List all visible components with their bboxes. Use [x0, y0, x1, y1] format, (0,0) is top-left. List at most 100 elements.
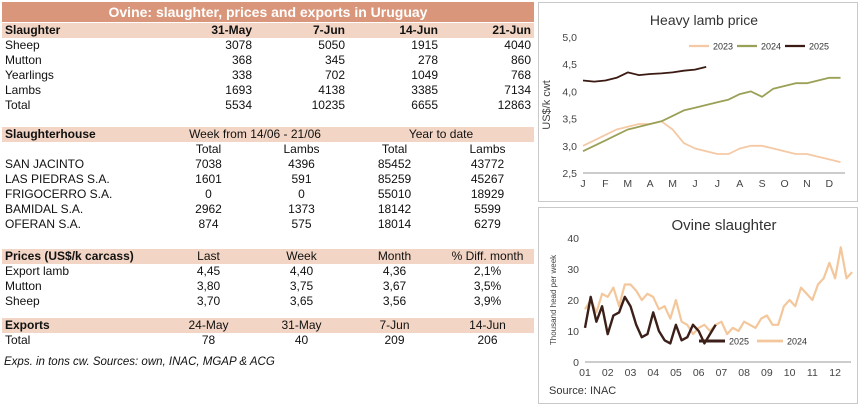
cell: 206 — [477, 333, 498, 347]
cell: 78 — [201, 333, 216, 347]
cell: 1373 — [288, 202, 315, 216]
x-tick-label: M — [623, 178, 632, 190]
cell: 3,65 — [289, 294, 314, 308]
cell: 3,56 — [382, 294, 407, 308]
ovine-slaughter-chart: Ovine slaughter 0 10 20 30 40 01 02 03 04 05 06 07 08… — [538, 207, 858, 404]
col-header: 31-May — [162, 23, 255, 38]
cell: 7134 — [504, 83, 531, 97]
cell: 2962 — [195, 202, 222, 216]
row-label: Sheep — [5, 38, 40, 52]
ovine-slaughter-svg: Ovine slaughter 0 10 20 30 40 01 02 03 04 05 06 07 08… — [549, 217, 853, 397]
y-axis-label: Thousand head per week — [549, 254, 558, 345]
row-label: Yearlings — [5, 68, 54, 82]
x-tick-label: D — [826, 178, 834, 190]
sub-header-row: Total Lambs Total Lambs — [2, 142, 534, 157]
cell: 18142 — [377, 202, 412, 216]
exports-table: Exports 24-May 31-May 7-Jun 14-Jun Total… — [2, 318, 534, 348]
cell: 1601 — [195, 172, 222, 186]
y-tick-label: 4,5 — [562, 59, 577, 71]
cell: 278 — [417, 53, 438, 67]
x-tick-label: F — [602, 178, 608, 190]
cell: 1915 — [411, 38, 438, 52]
y-tick-label: 2,5 — [562, 168, 577, 180]
col-header: Lambs — [469, 142, 506, 156]
table-row: Mutton 368 345 278 860 — [2, 53, 534, 68]
cell: 43772 — [470, 157, 505, 171]
cell: 368 — [231, 53, 252, 67]
slaughterhouse-table: Slaughterhouse Week from 14/06 - 21/06 Y… — [2, 127, 534, 232]
cell: 10235 — [311, 98, 345, 112]
row-label: Lambs — [5, 83, 42, 97]
exports-header: Exports — [2, 318, 162, 333]
x-tick-label: S — [759, 178, 766, 190]
table-row: Total 78 40 209 206 — [2, 333, 534, 348]
y-tick-label: 4,0 — [562, 86, 577, 98]
slaughter-table: Slaughter 31-May 7-Jun 14-Jun 21-Jun She… — [2, 23, 534, 113]
cell: 18929 — [470, 187, 505, 201]
row-label: SAN JACINTO — [5, 157, 85, 171]
table-row: Export lamb 4,45 4,40 4,36 2,1% — [2, 264, 534, 279]
heavy-lamb-price-svg: Heavy lamb price 2,5 3,0 3,5 4,0 4,5 5,0 J F M A M J… — [541, 12, 845, 190]
row-label: Export lamb — [5, 264, 70, 278]
col-header: 14-Jun — [441, 318, 534, 333]
cell: 85452 — [377, 157, 412, 171]
cell: 3,5% — [473, 279, 502, 293]
cell: 5534 — [225, 98, 252, 112]
cell: 6655 — [411, 98, 438, 112]
cell: 40 — [294, 333, 309, 347]
cell: 874 — [198, 217, 219, 231]
y-tick-label: 10 — [567, 326, 579, 338]
x-tick-label: J — [715, 178, 720, 190]
summary-tables: Ovine: slaughter, prices and exports in … — [2, 2, 534, 368]
footnote: Exps. in tons cw. Sources: own, INAC, MG… — [4, 356, 275, 368]
col-header: Month — [348, 249, 441, 264]
row-label: Mutton — [5, 53, 42, 67]
row-label: LAS PIEDRAS S.A. — [5, 172, 110, 186]
y-tick-label: 3,5 — [562, 114, 577, 126]
col-header: Total — [381, 142, 408, 156]
table-row: Sheep 3078 5050 1915 4040 — [2, 38, 534, 53]
cell: 85259 — [377, 172, 412, 186]
cell: 3,75 — [289, 279, 314, 293]
cell: 3385 — [411, 83, 438, 97]
x-tick-label: 04 — [647, 367, 659, 379]
cell: 338 — [231, 68, 252, 82]
cell: 702 — [324, 68, 345, 82]
cell: 860 — [510, 53, 531, 67]
row-label: Mutton — [5, 279, 42, 293]
x-tick-label: A — [736, 178, 743, 190]
exports-header-row: Exports 24-May 31-May 7-Jun 14-Jun — [2, 318, 534, 333]
slaughter-header-row: Slaughter 31-May 7-Jun 14-Jun 21-Jun — [2, 23, 534, 38]
chart-title: Heavy lamb price — [650, 12, 758, 28]
y-tick-label: 3,0 — [562, 141, 577, 153]
col-header: Week — [255, 249, 348, 264]
cell: 3,67 — [382, 279, 407, 293]
cell: 0 — [205, 187, 212, 201]
blank-cell — [2, 142, 162, 157]
cell: 345 — [324, 53, 345, 67]
cell: 4,45 — [196, 264, 221, 278]
table-row: Sheep 3,70 3,65 3,56 3,9% — [2, 294, 534, 309]
legend-label-2024: 2024 — [761, 42, 781, 52]
row-label: Total — [5, 333, 31, 347]
legend-label-2023: 2023 — [713, 42, 733, 52]
y-tick-label: 30 — [567, 264, 579, 276]
col-header: 31-May — [255, 318, 348, 333]
cell: 591 — [291, 172, 312, 186]
col-header: Last — [162, 249, 255, 264]
cell: 6279 — [474, 217, 501, 231]
table-row: BAMIDAL S.A. 2962 1373 18142 5599 — [2, 202, 534, 217]
table-row: LAS PIEDRAS S.A. 1601 591 85259 45267 — [2, 172, 534, 187]
cell: 12863 — [497, 98, 531, 112]
prices-table: Prices (US$/k carcass) Last Week Month %… — [2, 249, 534, 309]
table-row: Yearlings 338 702 1049 768 — [2, 68, 534, 83]
cell: 4,40 — [289, 264, 314, 278]
cell: 4040 — [504, 38, 531, 52]
cell: 768 — [510, 68, 531, 82]
legend-label-2025: 2025 — [729, 337, 749, 347]
x-tick-label: 08 — [738, 367, 750, 379]
chart-title: Ovine slaughter — [671, 217, 776, 234]
series-line-2024 — [584, 246, 853, 336]
cell: 3,70 — [196, 294, 221, 308]
y-tick-label: 20 — [567, 295, 579, 307]
